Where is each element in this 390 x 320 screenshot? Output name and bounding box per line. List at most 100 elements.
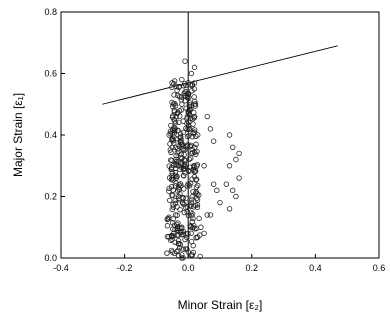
data-point [167,128,174,134]
data-point [183,195,189,201]
data-point [187,202,194,208]
data-point [176,113,183,119]
data-point [167,147,174,153]
data-point [168,237,174,243]
data-point [217,199,223,206]
data-point [177,206,183,213]
data-point [188,212,195,219]
data-point [187,143,194,150]
data-point [191,163,197,169]
x-axis-ticks: -0.4 -0.2 0.0 0.2 0.4 0.6 [53,254,385,273]
data-point [170,137,176,144]
data-point [210,181,217,187]
y-axis-ticks: 0.0 0.2 0.4 0.6 0.8 [44,7,65,263]
data-point [175,241,182,247]
data-point [171,124,177,131]
data-point [177,181,184,187]
data-point [167,141,173,147]
data-point [190,116,196,122]
data-point [171,134,177,140]
data-point [193,235,199,241]
data-point [177,166,183,173]
data-point [226,163,233,169]
data-point [184,209,190,215]
x-tick-label: 0.2 [246,263,259,273]
data-point [233,156,239,163]
data-point [170,103,176,110]
data-point [191,109,197,116]
data-point [182,58,188,64]
x-tick-label: 0.0 [182,263,195,273]
data-point [175,146,181,152]
data-point [233,193,239,200]
data-point [180,118,186,124]
data-point [172,239,178,246]
data-point [191,223,197,229]
data-point [187,155,194,161]
data-point [179,255,185,261]
data-point [189,252,196,258]
data-point [193,225,200,232]
data-point [179,252,185,258]
data-point [164,216,171,222]
data-point [173,162,180,168]
data-point [204,212,210,218]
data-point [226,206,233,212]
data-point [174,173,180,180]
data-point [185,231,191,237]
data-point [175,159,181,165]
data-point [188,70,195,77]
data-point [183,125,189,132]
data-point [171,92,177,98]
data-point [175,247,181,254]
y-tick-label: 0.2 [44,192,57,202]
data-point [174,204,180,210]
data-point [189,146,195,152]
data-point [186,125,193,132]
y-axis-title: Major Strain [ε₁] [11,93,25,177]
data-point [191,80,198,86]
y-tick-label: 0.6 [44,69,57,79]
data-point [179,155,185,162]
data-point [193,177,199,183]
data-point [194,148,200,155]
data-point [194,202,201,208]
data-point [170,113,176,119]
data-point [190,121,196,127]
plot-frame [60,11,380,259]
data-point [184,234,190,241]
data-point [186,112,193,118]
data-point [210,138,217,144]
data-point [204,113,210,120]
data-point [190,215,196,222]
data-point [197,253,203,260]
data-point [164,223,171,229]
x-axis-title: Minor Strain [ε₂] [178,298,263,312]
data-point [193,141,199,148]
data-point [236,175,242,181]
data-point [191,64,198,71]
data-point [169,99,175,106]
data-point [169,249,176,255]
data-point [181,186,187,192]
data-point [236,150,242,157]
data-point [182,98,188,104]
data-point [169,236,175,242]
data-point [179,76,185,83]
y-tick-label: 0.8 [44,7,57,17]
data-point [192,168,199,174]
x-tick-label: 0.4 [309,263,322,273]
data-point [194,195,200,202]
data-point [169,170,175,176]
data-point [180,172,187,179]
data-point [197,232,203,238]
data-point [169,157,175,164]
data-point [191,127,198,133]
forming-limit-line [102,45,338,105]
data-point [207,212,214,218]
x-tick-label: 0.6 [373,263,386,273]
data-point [191,115,197,121]
data-point [198,224,204,230]
data-point [192,226,198,232]
data-point [195,182,201,189]
